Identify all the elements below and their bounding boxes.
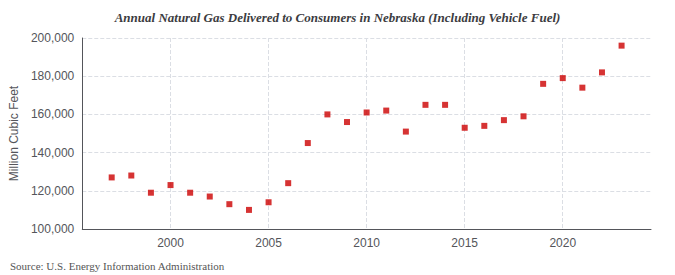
- svg-text:200,000: 200,000: [31, 31, 75, 45]
- svg-text:120,000: 120,000: [31, 184, 75, 198]
- svg-text:Million Cubic Feet: Million Cubic Feet: [7, 85, 21, 181]
- svg-text:2020: 2020: [549, 236, 576, 250]
- svg-text:100,000: 100,000: [31, 222, 75, 236]
- svg-text:160,000: 160,000: [31, 107, 75, 121]
- svg-text:Annual Natural Gas Delivered t: Annual Natural Gas Delivered to Consumer…: [114, 10, 561, 25]
- svg-text:140,000: 140,000: [31, 146, 75, 160]
- svg-text:2015: 2015: [451, 236, 478, 250]
- svg-text:2005: 2005: [255, 236, 282, 250]
- svg-text:2010: 2010: [353, 236, 380, 250]
- svg-text:Source: U.S. Energy Informatio: Source: U.S. Energy Information Administ…: [10, 260, 225, 272]
- svg-text:180,000: 180,000: [31, 69, 75, 83]
- svg-text:2000: 2000: [157, 236, 184, 250]
